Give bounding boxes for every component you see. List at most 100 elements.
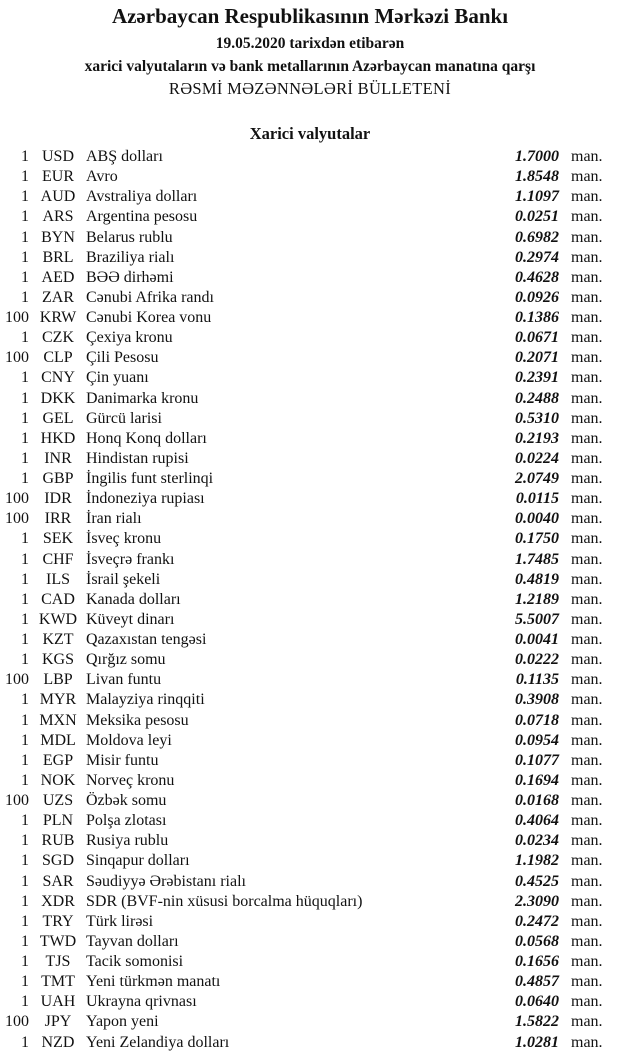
- currency-unit: man.: [571, 590, 603, 608]
- currency-row: 1 TMT Yeni türkmən manatı 0.4857 man.: [0, 972, 620, 992]
- currency-name: Qazaxıstan tengəsi: [86, 631, 207, 648]
- currency-row: 1 KGS Qırğız somu 0.0222 man.: [0, 650, 620, 670]
- currency-unit: man.: [571, 711, 603, 729]
- currency-unit: man.: [571, 812, 603, 830]
- currency-code: EGP: [42, 751, 74, 769]
- nominal-amount: 1: [21, 651, 29, 669]
- exchange-rate: 0.2193: [515, 429, 559, 447]
- nominal-amount: 1: [21, 369, 29, 387]
- currency-code: SAR: [42, 872, 74, 890]
- currency-name: Avstraliya dolları: [86, 188, 198, 206]
- currency-unit: man.: [571, 671, 603, 689]
- currency-code: RUB: [41, 832, 75, 850]
- currency-row: 100 KRW Cənubi Korea vonu 0.1386 man.: [0, 308, 620, 328]
- currency-code: TRY: [42, 912, 74, 930]
- currency-code: KGS: [41, 651, 74, 669]
- nominal-amount: 1: [21, 993, 29, 1011]
- currency-name: İngilis funt sterlinqi: [86, 470, 214, 487]
- exchange-rate: 0.2488: [515, 389, 559, 407]
- currency-unit: man.: [571, 309, 603, 326]
- currency-code: BRL: [42, 248, 74, 266]
- currency-code: UZS: [42, 792, 74, 809]
- currency-code: KRW: [39, 309, 77, 326]
- currency-name: Küveyt dinarı: [86, 610, 175, 628]
- currency-unit: man.: [571, 429, 603, 447]
- nominal-amount: 1: [21, 530, 29, 548]
- currency-name: Cənubi Korea vonu: [86, 309, 212, 326]
- nominal-amount: 1: [21, 288, 29, 306]
- currency-name: Meksika pesosu: [86, 711, 189, 729]
- currency-code: ARS: [42, 208, 74, 226]
- currency-name: Tayvan dolları: [86, 932, 179, 950]
- currency-code: MXN: [39, 711, 77, 729]
- currency-code: ILS: [46, 570, 70, 588]
- currency-unit: man.: [571, 228, 603, 246]
- currency-unit: man.: [571, 349, 603, 367]
- currency-name: Rusiya rublu: [86, 832, 169, 850]
- exchange-rate: 0.0954: [515, 731, 559, 749]
- currency-unit: man.: [571, 832, 603, 850]
- nominal-amount: 1: [21, 389, 29, 407]
- currency-unit: man.: [571, 470, 603, 487]
- currency-unit: man.: [571, 852, 603, 870]
- currency-unit: man.: [571, 248, 603, 266]
- currency-name: Argentina pesosu: [86, 208, 198, 226]
- nominal-amount: 1: [21, 228, 29, 246]
- section-title: Xarici valyutalar: [249, 124, 371, 143]
- currency-code: KWD: [38, 610, 78, 628]
- exchange-rate: 0.4628: [515, 268, 559, 286]
- currency-name: Türk lirəsi: [86, 912, 154, 930]
- currency-unit: man.: [571, 389, 603, 407]
- exchange-rate: 0.1694: [515, 771, 559, 789]
- exchange-rate: 0.0040: [515, 510, 559, 528]
- currency-unit: man.: [571, 651, 603, 669]
- currency-row: 100 IRR İran rialı 0.0040 man.: [0, 509, 620, 529]
- exchange-rate: 0.2974: [515, 248, 559, 266]
- currency-unit: man.: [571, 912, 603, 930]
- exchange-rate: 0.0568: [515, 932, 559, 950]
- currency-name: Livan funtu: [86, 671, 162, 689]
- currency-name: Yeni Zelandiya dolları: [86, 1033, 230, 1051]
- currency-unit: man.: [571, 1013, 603, 1031]
- document-subtitle: xarici valyutaların və bank metallarının…: [84, 58, 536, 75]
- currency-row: 1 UAH Ukrayna qrivnası 0.0640 man.: [0, 992, 620, 1012]
- currency-unit: man.: [571, 631, 603, 648]
- exchange-rate: 0.4525: [515, 872, 559, 890]
- currency-name: Braziliya rialı: [86, 248, 175, 266]
- exchange-rate: 0.2472: [515, 912, 559, 930]
- exchange-rate: 1.5822: [515, 1013, 559, 1031]
- currency-code: SGD: [41, 852, 74, 870]
- nominal-amount: 1: [21, 208, 29, 226]
- currency-row: 1 PLN Polşa zlotası 0.4064 man.: [0, 811, 620, 831]
- currency-row: 1 TJS Tacik somonisi 0.1656 man.: [0, 952, 620, 972]
- exchange-rate: 0.1750: [515, 530, 559, 548]
- nominal-amount: 1: [21, 932, 29, 950]
- currency-code: CZK: [42, 329, 74, 347]
- currency-code: CHF: [42, 550, 74, 568]
- currency-unit: man.: [571, 993, 603, 1011]
- currency-row: 1 MYR Malayziya rinqqiti 0.3908 man.: [0, 690, 620, 710]
- nominal-amount: 1: [21, 148, 29, 165]
- currency-code: CNY: [41, 369, 75, 387]
- exchange-rate: 1.0281: [515, 1033, 559, 1051]
- currency-row: 100 UZS Özbək somu 0.0168 man.: [0, 791, 620, 811]
- currency-row: 100 LBP Livan funtu 0.1135 man.: [0, 670, 620, 690]
- currency-name: Danimarka kronu: [86, 389, 199, 407]
- currency-unit: man.: [571, 872, 603, 890]
- currency-unit: man.: [571, 490, 603, 508]
- currency-code: CAD: [41, 590, 75, 608]
- currency-name: Sinqapur dolları: [86, 852, 190, 870]
- exchange-rate: 0.0168: [515, 792, 559, 809]
- nominal-amount: 1: [21, 771, 29, 789]
- exchange-rate: 1.2189: [515, 590, 559, 608]
- exchange-rate: 0.0041: [515, 631, 559, 648]
- currency-unit: man.: [571, 1033, 603, 1051]
- currency-name: İsveçrə frankı: [86, 550, 175, 568]
- currency-code: CLP: [43, 349, 73, 367]
- currency-row: 1 ZAR Cənubi Afrika randı 0.0926 man.: [0, 288, 620, 308]
- exchange-rate: 0.2391: [515, 369, 559, 387]
- currency-row: 1 KWD Küveyt dinarı 5.5007 man.: [0, 610, 620, 630]
- currency-code: NZD: [41, 1033, 75, 1051]
- currency-name: Malayziya rinqqiti: [86, 691, 205, 709]
- currency-name: Tacik somonisi: [86, 953, 184, 970]
